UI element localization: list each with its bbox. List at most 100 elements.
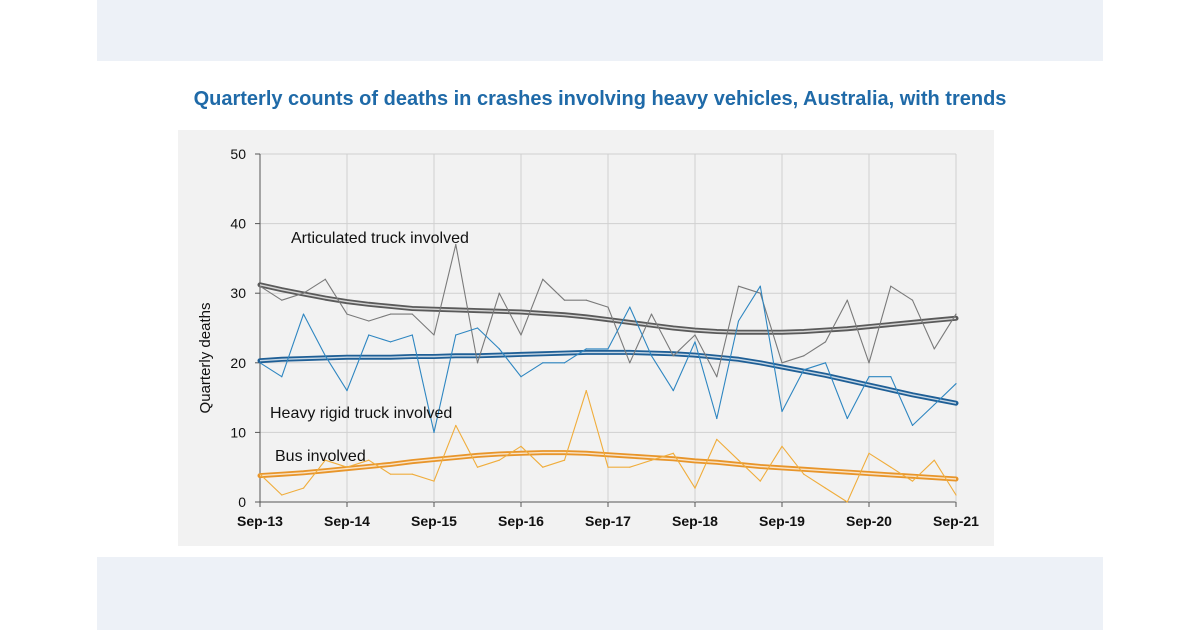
top-banner	[97, 0, 1103, 61]
data-point-bus-involved	[781, 445, 783, 447]
annotation-articulated: Articulated truck involved	[291, 230, 469, 247]
data-point-bus-involved	[368, 459, 370, 461]
grid-lines	[260, 153, 957, 503]
data-point-heavy-rigid	[737, 320, 740, 322]
data-point-heavy-rigid	[281, 376, 283, 378]
data-point-heavy-rigid	[411, 334, 413, 336]
data-point-articulated-truck	[694, 334, 696, 336]
y-tick-label: 40	[230, 216, 246, 232]
data-point-articulated-truck	[650, 313, 653, 315]
x-tick-label: Sep-19	[759, 513, 805, 529]
data-point-articulated-truck	[324, 278, 326, 280]
data-point-heavy-rigid	[476, 327, 479, 329]
data-point-articulated-truck	[520, 334, 522, 336]
data-point-bus-involved	[759, 480, 761, 482]
data-point-articulated-truck	[737, 285, 740, 287]
data-point-bus-involved	[433, 480, 435, 482]
series-group	[257, 243, 959, 503]
x-tick-label: Sep-20	[846, 513, 892, 529]
data-point-heavy-rigid	[542, 362, 544, 364]
data-point-heavy-rigid	[846, 417, 848, 420]
data-point-articulated-truck	[629, 362, 631, 364]
x-tick-label: Sep-17	[585, 513, 631, 529]
data-point-articulated-truck	[585, 299, 587, 301]
data-point-heavy-rigid	[933, 403, 935, 406]
x-tick-label: Sep-16	[498, 513, 544, 529]
annotation-rigid: Heavy rigid truck involved	[270, 405, 452, 422]
data-point-bus-involved	[890, 466, 892, 468]
data-point-heavy-rigid	[563, 362, 566, 364]
y-tick-label: 20	[230, 355, 246, 371]
data-point-heavy-rigid	[759, 285, 761, 287]
data-point-articulated-truck	[933, 348, 935, 350]
data-point-bus-involved	[455, 424, 457, 427]
data-point-bus-involved	[281, 494, 283, 496]
data-point-heavy-rigid	[455, 334, 457, 336]
data-point-articulated-truck	[803, 355, 805, 357]
data-point-articulated-truck	[868, 362, 870, 364]
data-point-heavy-rigid	[302, 313, 305, 315]
data-point-bus-involved	[476, 466, 479, 468]
data-point-bus-involved	[542, 466, 544, 468]
chart-title: Quarterly counts of deaths in crashes in…	[193, 88, 1007, 110]
data-point-articulated-truck	[716, 376, 718, 378]
data-point-bus-involved	[302, 487, 305, 489]
data-point-heavy-rigid	[433, 431, 435, 433]
trend-highlight-heavy-rigid	[259, 351, 957, 404]
data-point-heavy-rigid	[672, 390, 674, 392]
data-point-bus-involved	[824, 487, 827, 489]
data-point-bus-involved	[868, 452, 870, 454]
data-point-bus-involved	[411, 473, 413, 475]
data-point-heavy-rigid	[890, 376, 892, 378]
data-point-bus-involved	[694, 487, 696, 489]
data-point-articulated-truck	[368, 320, 370, 322]
data-point-bus-involved	[324, 459, 326, 461]
data-point-heavy-rigid	[650, 355, 653, 357]
data-point-bus-involved	[803, 473, 805, 475]
data-point-heavy-rigid	[955, 383, 957, 385]
data-point-heavy-rigid	[716, 417, 718, 420]
x-tick-label: Sep-13	[237, 513, 283, 529]
data-point-heavy-rigid	[368, 334, 370, 336]
data-point-bus-involved	[346, 466, 348, 468]
data-point-articulated-truck	[563, 299, 566, 301]
data-point-bus-involved	[737, 459, 740, 461]
data-point-articulated-truck	[542, 278, 544, 280]
data-point-articulated-truck	[824, 341, 827, 343]
data-point-articulated-truck	[498, 292, 500, 294]
data-point-articulated-truck	[476, 362, 479, 364]
data-point-articulated-truck	[455, 243, 457, 246]
data-point-bus-involved	[672, 452, 674, 454]
y-tick-label: 0	[238, 494, 246, 510]
y-axis-label: Quarterly deaths	[197, 303, 214, 414]
y-tick-label: 50	[230, 146, 246, 162]
data-point-heavy-rigid	[389, 341, 392, 343]
data-point-bus-involved	[607, 466, 609, 468]
y-tick-label: 10	[230, 424, 246, 440]
data-point-heavy-rigid	[585, 348, 587, 350]
data-point-articulated-truck	[302, 292, 305, 294]
data-point-heavy-rigid	[803, 369, 805, 371]
data-point-articulated-truck	[259, 285, 261, 287]
data-point-articulated-truck	[846, 299, 848, 301]
data-point-heavy-rigid	[259, 362, 261, 364]
data-point-heavy-rigid	[629, 306, 631, 308]
data-point-bus-involved	[585, 390, 587, 392]
data-point-heavy-rigid	[868, 376, 870, 378]
data-point-heavy-rigid	[346, 390, 348, 392]
data-point-bus-involved	[520, 445, 522, 447]
data-point-bus-involved	[933, 459, 935, 461]
trend-highlight-articulated-truck	[259, 284, 957, 333]
x-tick-label: Sep-18	[672, 513, 718, 529]
data-point-heavy-rigid	[498, 348, 500, 350]
data-point-bus-involved	[389, 473, 392, 475]
data-point-heavy-rigid	[824, 362, 827, 364]
data-point-articulated-truck	[911, 299, 914, 301]
data-point-heavy-rigid	[607, 348, 609, 350]
annotation-bus: Bus involved	[275, 448, 366, 465]
data-point-articulated-truck	[672, 355, 674, 357]
data-point-bus-involved	[911, 480, 914, 482]
data-point-bus-involved	[629, 466, 631, 468]
trend-highlight-bus-involved	[259, 451, 957, 480]
